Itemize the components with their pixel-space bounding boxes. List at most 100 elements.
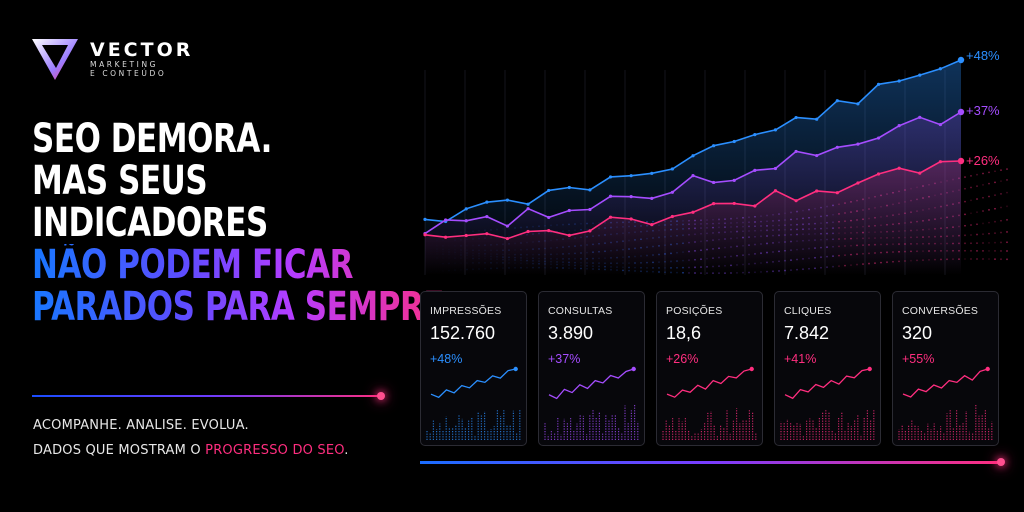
series-point (526, 229, 530, 234)
series-point (567, 233, 571, 238)
series-point (526, 207, 530, 211)
progress-bar (420, 461, 1000, 464)
brand-name: VECTOR (90, 38, 194, 61)
particle-dot (994, 232, 996, 235)
metric-value: 18,6 (666, 323, 702, 343)
tagline-line: DADOS QUE MOSTRAM O PROGRESSO DO SEO. (33, 443, 349, 458)
series-point (938, 122, 942, 127)
series-point (588, 229, 592, 233)
series-point (526, 202, 530, 206)
tagline-suffix: . (344, 443, 349, 458)
particle-dot (964, 242, 966, 245)
particle-dot (994, 207, 996, 210)
headline-line-highlight: NÃO PODEM FICAR (32, 244, 455, 286)
series-point (691, 174, 695, 178)
series-point (608, 175, 613, 179)
headline-line: SEO DEMORA. (32, 116, 272, 162)
series-point (773, 128, 778, 132)
series-point (608, 194, 613, 198)
particle-dot (1000, 250, 1002, 252)
particle-dot (994, 220, 996, 223)
metric-name: CLIQUES (784, 305, 832, 317)
series-point (567, 185, 571, 190)
series-point (815, 189, 819, 193)
metric-name: POSIÇÕES (666, 305, 723, 317)
particle-dot (1000, 180, 1002, 183)
particle-dot (1000, 206, 1002, 209)
particle-dot (964, 249, 966, 252)
metric-name: CONVERSÕES (902, 305, 979, 317)
particle-dot (1006, 191, 1008, 194)
particle-dot (988, 208, 990, 211)
particle-dot (988, 221, 990, 224)
metric-card: CONSULTAS 3.890 +37% (538, 291, 645, 446)
mini-chart (898, 366, 993, 440)
metric-card: IMPRESSÕES 152.760 +48% (420, 291, 527, 446)
mini-line (548, 368, 634, 400)
series-point (938, 67, 942, 71)
series-point (608, 215, 613, 219)
tagline-prefix: DADOS QUE MOSTRAM O (33, 443, 206, 458)
series-point (835, 191, 839, 195)
series-point (691, 154, 695, 158)
series-point (485, 200, 489, 204)
series-point (938, 160, 942, 164)
particle-dot (982, 172, 984, 175)
particle-dot (1000, 258, 1002, 261)
mini-line-end-dot (513, 366, 518, 372)
metric-change: +48% (430, 352, 463, 366)
particle-dot (988, 195, 990, 198)
particle-dot (976, 233, 978, 236)
series-point (567, 208, 571, 213)
particle-dot (970, 199, 972, 202)
particle-dot (994, 241, 996, 244)
divider-dot (377, 392, 385, 400)
particle-dot (1000, 169, 1002, 172)
vector-logo-icon (32, 39, 78, 80)
series-point (650, 196, 654, 201)
metric-change: +37% (548, 352, 581, 366)
series-point (547, 228, 551, 233)
particle-dot (994, 258, 996, 261)
series-point (794, 115, 798, 120)
series-point (629, 195, 633, 199)
metric-card: CLIQUES 7.842 +41% (774, 291, 881, 446)
series-point (444, 235, 448, 239)
particle-dot (1006, 179, 1008, 181)
series-point (464, 233, 468, 238)
series-point (650, 171, 654, 175)
mini-line-end-dot (631, 366, 636, 372)
particle-dot (982, 222, 984, 225)
series-point (835, 145, 839, 149)
series-end-dot (957, 108, 965, 116)
series-point (505, 198, 510, 202)
series-point (670, 167, 674, 171)
series-point (773, 166, 778, 171)
series-point (876, 172, 881, 176)
particle-dot (1006, 250, 1008, 252)
mini-line (902, 368, 988, 398)
mini-line (430, 368, 516, 399)
series-label: +37% (966, 103, 1000, 118)
particle-dot (988, 250, 990, 252)
metric-change: +26% (666, 352, 699, 366)
particle-dot (964, 258, 966, 260)
progress-bar-dot (997, 458, 1005, 466)
headline-line: MAS SEUS (32, 158, 208, 204)
particle-dot (1006, 241, 1008, 244)
tagline-line: ACOMPANHE. ANALISE. EVOLUA. (33, 418, 249, 433)
series-point (547, 188, 551, 193)
metric-card: CONVERSÕES 320 +55% (892, 291, 999, 446)
metric-cards: IMPRESSÕES 152.760 +48% CONSULTAS 3.890 … (420, 291, 999, 446)
headline-line: INDICADORES (32, 200, 268, 246)
particle-dot (994, 181, 996, 184)
particle-dot (964, 200, 966, 203)
mini-chart (426, 366, 521, 440)
particle-dot (976, 258, 978, 260)
series-point (505, 224, 510, 228)
series-point (773, 189, 778, 193)
brand-logo: VECTOR MARKETING E CONTEÚDO (30, 36, 193, 82)
particle-dot (1006, 231, 1008, 233)
particle-dot (970, 258, 972, 260)
series-point (423, 233, 427, 237)
